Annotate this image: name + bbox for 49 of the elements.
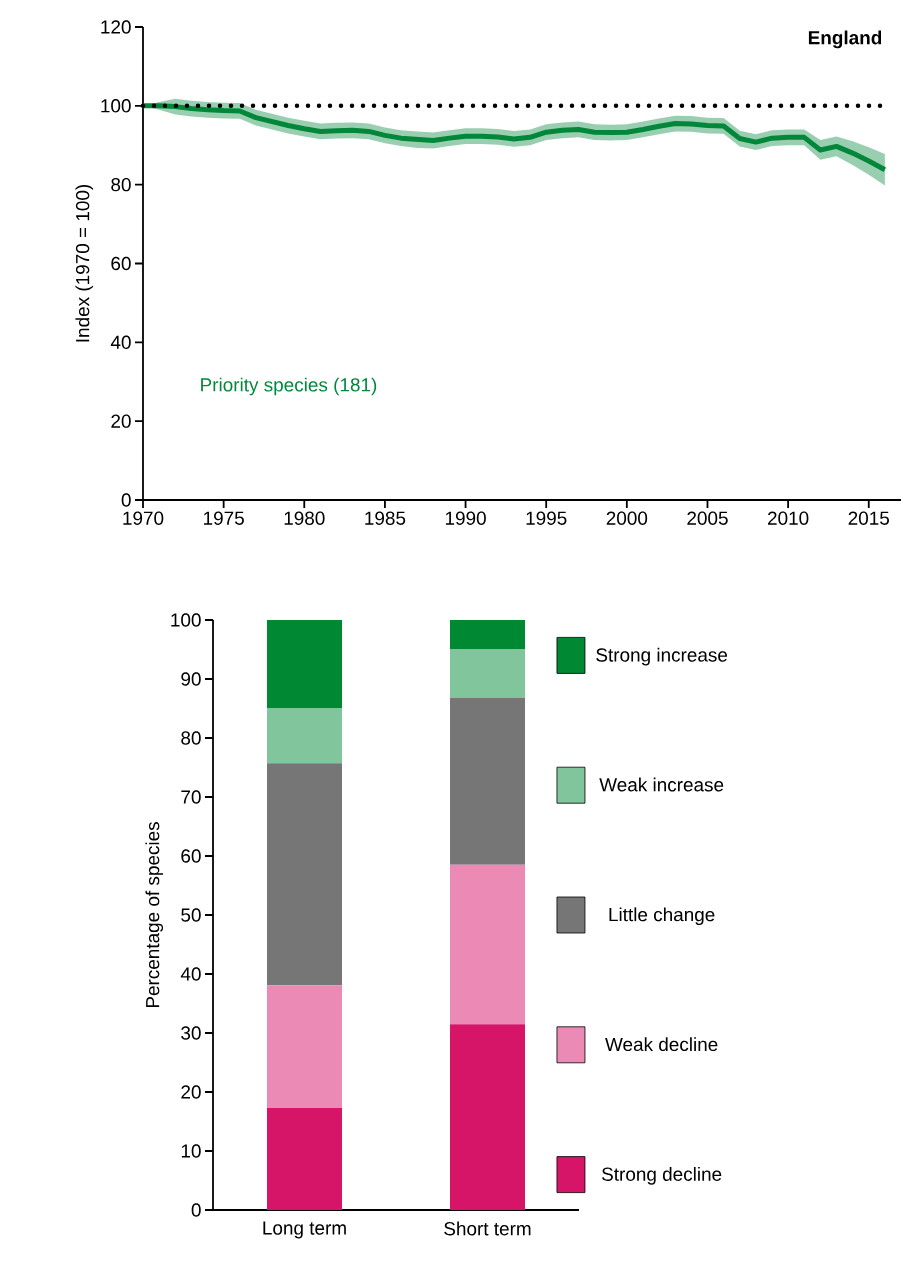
bar bbox=[267, 985, 342, 1108]
bar bbox=[450, 864, 525, 1025]
y-tick-label: 20 bbox=[111, 414, 131, 428]
y-tick-label: 40 bbox=[180, 967, 201, 981]
x-tick-label: 1995 bbox=[526, 511, 567, 525]
y-axis-title: Index (1970 = 100) bbox=[75, 184, 94, 342]
bar bbox=[450, 1024, 525, 1210]
chart-title: England bbox=[808, 30, 882, 49]
legend-label: Strong decline bbox=[602, 1166, 722, 1185]
bar bbox=[267, 1107, 342, 1210]
y-tick-label: 80 bbox=[181, 731, 201, 745]
legend-label: Strong increase bbox=[596, 647, 728, 666]
legend-label: Little change bbox=[609, 907, 715, 926]
y-tick-label: 40 bbox=[110, 335, 131, 350]
x-tick-label: 2010 bbox=[768, 511, 809, 525]
y-tick-label: 70 bbox=[181, 790, 201, 804]
y-tick-label: 30 bbox=[181, 1026, 201, 1040]
bar bbox=[450, 619, 525, 650]
legend-label: Weak decline bbox=[605, 1037, 718, 1052]
x-tick-label: 2005 bbox=[687, 511, 728, 525]
bar bbox=[450, 697, 525, 865]
bar bbox=[267, 763, 342, 986]
y-tick-label: 50 bbox=[181, 908, 201, 922]
y-tick-label: 0 bbox=[121, 493, 131, 507]
y-tick-label: 20 bbox=[181, 1085, 201, 1099]
x-tick-label: 1990 bbox=[445, 511, 486, 525]
y-tick-label: 80 bbox=[111, 177, 131, 192]
y-tick-label: 60 bbox=[181, 849, 201, 863]
text: Priority species (181) bbox=[201, 377, 377, 396]
bar bbox=[267, 708, 342, 764]
y-axis-title: Percentage of species bbox=[145, 822, 164, 1008]
y-tick-label: 60 bbox=[111, 256, 131, 271]
x-tick-label: 2015 bbox=[848, 511, 889, 525]
y-tick-label: 10 bbox=[181, 1144, 201, 1158]
legend-label: Weak increase bbox=[599, 777, 724, 792]
x-tick-label: 1975 bbox=[204, 511, 244, 525]
x-tick-label: Long term bbox=[263, 1221, 346, 1239]
y-tick-label: 100 bbox=[171, 613, 201, 627]
x-tick-label: 2000 bbox=[606, 511, 648, 525]
x-tick-label: Short term bbox=[444, 1221, 531, 1236]
bar bbox=[450, 649, 525, 698]
y-tick-label: 0 bbox=[191, 1203, 201, 1217]
y-tick-label: 100 bbox=[101, 99, 131, 113]
y-tick-label: 90 bbox=[181, 672, 201, 686]
bar bbox=[267, 619, 342, 709]
x-tick-label: 1985 bbox=[365, 511, 406, 525]
x-tick-label: 1980 bbox=[284, 511, 325, 525]
y-tick-label: 120 bbox=[101, 20, 131, 34]
x-tick-label: 1970 bbox=[123, 511, 164, 525]
